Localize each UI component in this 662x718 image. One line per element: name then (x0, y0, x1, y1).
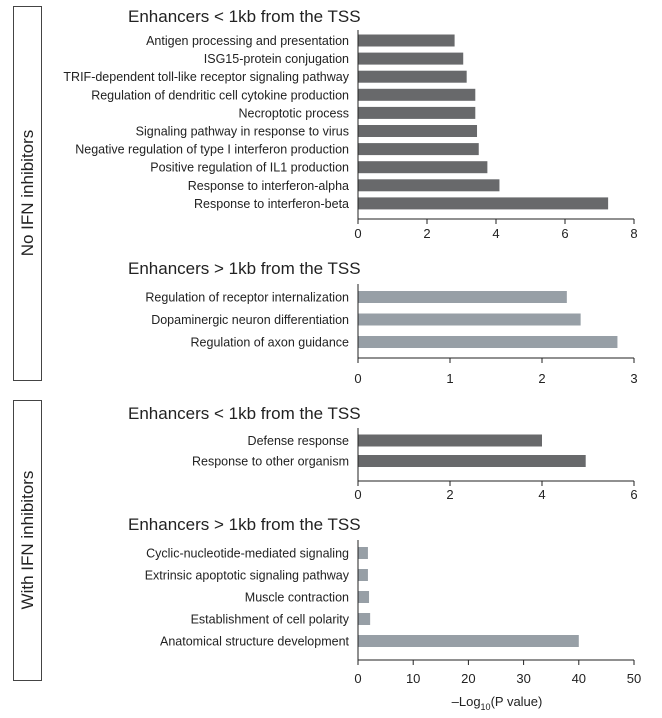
category-label: Regulation of receptor internalization (145, 291, 349, 305)
x-tick-label: 50 (627, 671, 641, 686)
group-label-with-ifn: With IFN inhibitors (18, 471, 37, 610)
x-tick-label: 10 (406, 671, 420, 686)
x-tick-label: 40 (572, 671, 586, 686)
category-label: Signaling pathway in response to virus (136, 125, 349, 139)
bar (358, 34, 455, 47)
bar (358, 434, 542, 447)
category-label: Response to other organism (192, 455, 349, 469)
bar (358, 70, 467, 83)
x-tick-label: 4 (492, 226, 499, 241)
category-label: Regulation of dendritic cell cytokine pr… (91, 88, 349, 102)
x-tick-label: 30 (516, 671, 530, 686)
category-label: Response to interferon-alpha (188, 179, 349, 193)
bar (358, 547, 368, 559)
bar (358, 88, 476, 101)
x-tick-label: 0 (354, 487, 361, 502)
group-label-no-ifn: No IFN inhibitors (18, 130, 37, 257)
x-tick-label: 0 (354, 371, 361, 386)
bar (358, 143, 479, 156)
bar (358, 455, 586, 467)
category-label: Dopaminergic neuron differentiation (151, 313, 349, 327)
chart-panels: Enhancers < 1kb from the TSS Antigen proc… (63, 7, 641, 686)
x-tick-label: 2 (423, 226, 430, 241)
bar (358, 125, 478, 137)
x-tick-label: 2 (538, 371, 545, 386)
x-axis-label: –Log10(P value) (452, 694, 543, 712)
bar (358, 336, 618, 348)
bar (358, 569, 368, 581)
bar (358, 52, 464, 65)
category-label: Defense response (248, 434, 350, 448)
category-label: Establishment of cell polarity (191, 613, 350, 627)
chart-panel-4: Enhancers > 1kb from the TSS Cyclic-nucle… (128, 515, 641, 686)
panel-title: Enhancers > 1kb from the TSS (128, 259, 361, 278)
category-label: Muscle contraction (245, 591, 349, 605)
x-tick-label: 2 (446, 487, 453, 502)
category-label: Antigen processing and presentation (146, 34, 349, 48)
x-tick-label: 8 (630, 226, 637, 241)
category-label: Positive regulation of IL1 production (150, 161, 349, 175)
category-label: ISG15-protein conjugation (204, 52, 349, 66)
x-tick-label: 3 (630, 371, 637, 386)
bar (358, 313, 581, 326)
bar (358, 106, 476, 119)
bar (358, 197, 609, 210)
bar (358, 613, 371, 625)
category-label: Negative regulation of type I interferon… (75, 143, 349, 157)
panel-title: Enhancers < 1kb from the TSS (128, 7, 361, 26)
x-tick-label: 0 (354, 226, 361, 241)
bar (358, 179, 500, 192)
bar (358, 161, 488, 174)
category-label: Response to interferon-beta (194, 197, 349, 211)
x-tick-label: 20 (461, 671, 475, 686)
category-label: Cyclic-nucleotide-mediated signaling (146, 547, 349, 561)
bar (358, 635, 579, 647)
category-label: Extrinsic apoptotic signaling pathway (145, 569, 350, 583)
x-tick-label: 6 (630, 487, 637, 502)
chart-panel-2: Enhancers > 1kb from the TSS Regulation o… (128, 259, 638, 386)
x-tick-label: 0 (354, 671, 361, 686)
category-label: Regulation of axon guidance (191, 336, 350, 350)
x-tick-label: 1 (446, 371, 453, 386)
chart-panel-1: Enhancers < 1kb from the TSS Antigen proc… (63, 7, 637, 241)
x-tick-label: 6 (561, 226, 568, 241)
panel-title: Enhancers < 1kb from the TSS (128, 404, 361, 423)
category-label: TRIF-dependent toll-like receptor signal… (63, 70, 349, 84)
chart-panel-3: Enhancers < 1kb from the TSS Defense resp… (128, 404, 638, 502)
group-box-no-ifn (13, 6, 42, 381)
bar (358, 591, 370, 603)
category-label: Anatomical structure development (160, 635, 350, 649)
panel-title: Enhancers > 1kb from the TSS (128, 515, 361, 534)
x-tick-label: 4 (538, 487, 545, 502)
category-label: Necroptotic process (239, 106, 349, 120)
bar (358, 291, 567, 303)
group-box-with-ifn (13, 400, 42, 681)
